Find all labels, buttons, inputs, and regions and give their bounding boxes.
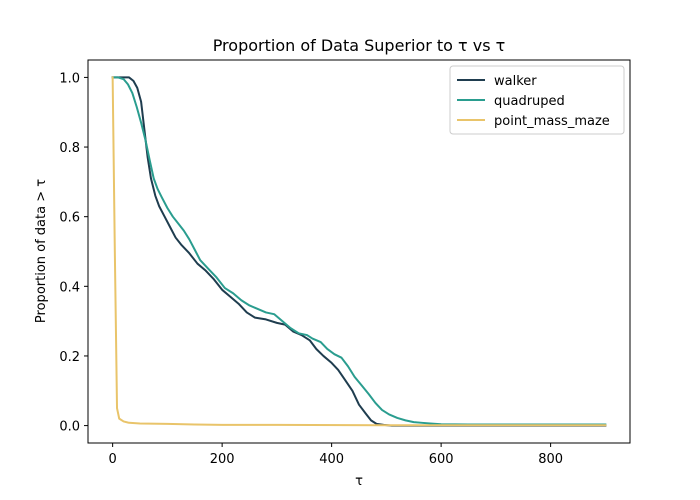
legend: walker quadruped point_mass_maze: [449, 65, 625, 135]
x-tick-label: 200: [210, 452, 235, 467]
x-tick-label: 0: [108, 452, 116, 467]
legend-label-walker: walker: [494, 74, 537, 89]
chart-title: Proportion of Data Superior to τ vs τ: [213, 36, 506, 55]
y-tick-label: 0.6: [59, 211, 80, 226]
x-axis-label: τ: [355, 474, 363, 489]
axis-ticks: 0 200 400 600 800 0.0 0.2 0.4 0.6 0.8 1.0: [59, 71, 563, 467]
legend-label-quadruped: quadruped: [494, 94, 565, 109]
x-tick-label: 400: [319, 452, 344, 467]
plot-area: [111, 76, 607, 427]
legend-box: [449, 65, 625, 135]
y-tick-label: 0.8: [59, 141, 80, 156]
legend-label-point-mass-maze: point_mass_maze: [494, 114, 610, 129]
x-tick-label: 800: [538, 452, 563, 467]
y-tick-label: 0.2: [59, 350, 80, 365]
y-tick-label: 1.0: [59, 71, 80, 86]
y-axis-label: Proportion of data > τ: [34, 179, 49, 323]
y-tick-label: 0.0: [59, 420, 80, 435]
series-line-point-mass-maze: [111, 76, 607, 427]
series-line-quadruped: [111, 76, 607, 426]
axes-frame: [87, 59, 631, 444]
x-tick-label: 600: [429, 452, 454, 467]
y-tick-label: 0.4: [59, 280, 80, 295]
